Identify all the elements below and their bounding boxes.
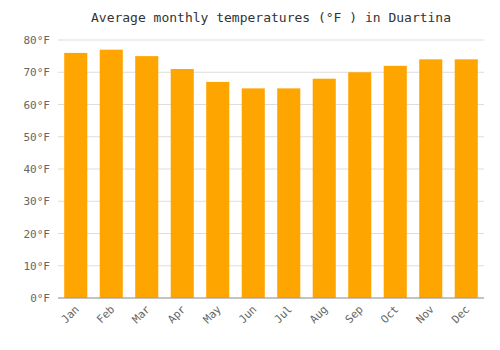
bar xyxy=(455,59,478,298)
title: Average monthly temperatures (°F ) in Du… xyxy=(91,10,451,25)
x-tick-label: Sep xyxy=(343,303,366,326)
y-tick-label: 50°F xyxy=(24,131,51,144)
bar xyxy=(277,88,300,298)
x-tick-label: Aug xyxy=(307,303,330,326)
bar xyxy=(100,50,123,298)
bar xyxy=(64,53,87,298)
grid-line xyxy=(58,40,484,41)
chart-svg: Average monthly temperatures (°F ) in Du… xyxy=(0,0,500,350)
bar xyxy=(135,56,158,298)
y-tick-label: 30°F xyxy=(24,195,51,208)
bar xyxy=(171,69,194,298)
x-axis-line xyxy=(58,298,484,299)
grid xyxy=(58,40,484,298)
y-tick-label: 60°F xyxy=(24,99,51,112)
x-tick-label: May xyxy=(201,303,225,327)
bars xyxy=(64,50,478,298)
x-tick-label: Nov xyxy=(414,303,438,327)
x-tick-label: Apr xyxy=(165,303,189,327)
y-tick-label: 40°F xyxy=(24,163,51,176)
bar xyxy=(384,66,407,298)
x-tick-label: Oct xyxy=(378,303,401,326)
bar xyxy=(242,88,265,298)
y-tick-label: 10°F xyxy=(24,260,51,273)
x-tick-label: Jul xyxy=(272,303,295,326)
y-tick-label: 20°F xyxy=(24,228,51,241)
x-tick-label: Jun xyxy=(236,303,259,326)
grid-line xyxy=(58,298,484,299)
x-tick-label: Jan xyxy=(59,303,82,326)
y-tick-label: 70°F xyxy=(24,66,51,79)
bar xyxy=(206,82,229,298)
bar xyxy=(419,59,442,298)
bar xyxy=(348,72,371,298)
y-tick-label: 0°F xyxy=(30,292,50,305)
x-tick-label: Mar xyxy=(130,303,154,327)
bar xyxy=(313,79,336,298)
chart-container: Average monthly temperatures (°F ) in Du… xyxy=(0,0,500,350)
x-tick-label: Dec xyxy=(449,303,472,326)
x-tick-label: Feb xyxy=(94,303,117,326)
y-tick-label: 80°F xyxy=(24,34,51,47)
